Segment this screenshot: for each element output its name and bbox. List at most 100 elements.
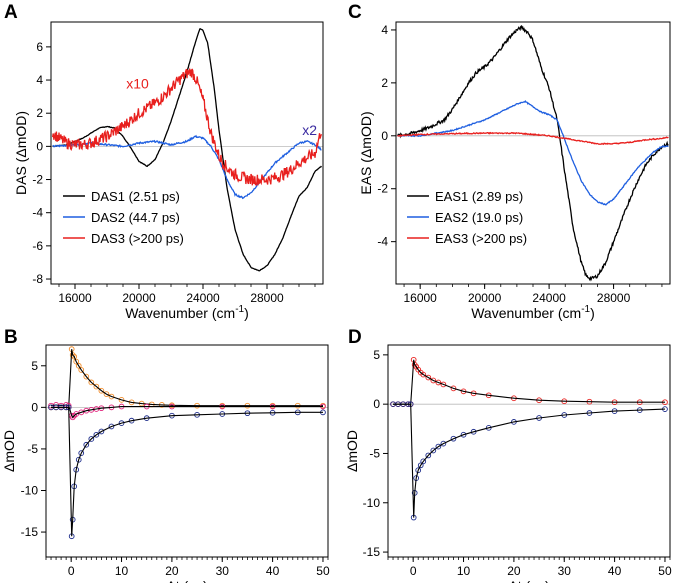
y-tick-label: -6 [32,239,43,253]
data-point [415,467,422,474]
legend-label: EAS3 (>200 ps) [435,231,527,246]
data-point [450,385,457,392]
x-tick-label: 20 [507,564,521,578]
y-axis-label: DAS (ΔmOD) [13,111,29,195]
x-axis-label: Wavenumber (cm-1) [125,304,249,321]
data-point [78,409,85,416]
data-point [108,423,115,430]
x-tick-label: 20 [165,564,179,578]
legend-label: DAS3 (>200 ps) [91,231,184,246]
y-axis-label: ΔmOD [344,430,360,472]
data-point [430,377,437,384]
data-point [98,428,105,435]
y-tick-label: -2 [377,182,388,196]
y-tick-label: 5 [31,359,38,373]
y-tick-label: -15 [21,525,39,539]
data-point [435,443,442,450]
x-tick-label: 30 [216,564,230,578]
x-tick-label: 10 [115,564,129,578]
x-tick-label: 40 [608,564,622,578]
data-point [88,379,95,386]
data-point [75,362,82,369]
panel-letter: D [348,327,362,348]
x-tick-label: 50 [658,564,672,578]
y-tick-label: -2 [32,173,43,187]
y-tick-label: 2 [381,76,388,90]
series-line [397,99,669,206]
series-line [397,131,669,146]
data-point [470,428,477,435]
x-tick-label: 28000 [250,291,284,305]
data-point [83,373,90,380]
data-point [93,383,100,390]
y-tick-label: -4 [377,235,388,249]
y-tick-label: -8 [32,272,43,286]
data-point [83,441,90,448]
y-tick-label: 0 [31,400,38,414]
data-point [78,367,85,373]
data-point [118,420,125,426]
annotation-label: x2 [302,122,317,138]
plot-area [48,346,326,540]
y-axis-label: ΔmOD [1,430,17,472]
data-point [460,431,467,438]
data-point [75,456,82,463]
data-point [430,447,437,454]
x-tick-label: 20000 [468,291,502,305]
data-point [78,450,85,456]
panel-a: A 16000 20000 24000 28000 -8 -6 -4 -2 0 2 4 6 Wavenum… [4,2,324,321]
series-line [51,67,323,187]
data-point [108,393,115,400]
data-point [69,414,76,421]
data-point [420,371,427,378]
x-tick-label: 0 [68,564,75,578]
x-tick-label: 40 [266,564,280,578]
y-tick-label: -5 [27,442,38,456]
x-tick-label: 0 [410,564,417,578]
y-tick-label: -10 [21,483,39,497]
panel-letter: C [348,2,362,23]
y-tick-label: 0 [36,139,43,153]
legend-label: DAS1 (2.51 ps) [91,189,180,204]
x-tick-label: 16000 [58,291,92,305]
data-point [485,424,492,431]
x-tick-label: 28000 [597,291,631,305]
legend-label: EAS1 (2.89 ps) [435,189,523,204]
data-point [420,458,427,465]
x-tick-label: 30 [558,564,572,578]
data-point [88,436,95,442]
y-tick-label: 6 [36,40,43,54]
x-axis-label: Δt (ps) [166,578,207,583]
data-point [440,440,447,447]
y-tick-label: -10 [363,496,381,510]
x-tick-label: 10 [457,564,471,578]
y-tick-label: -15 [363,545,381,559]
x-axis-label: Δt (ps) [508,578,549,583]
x-tick-label: 24000 [186,291,220,305]
data-point [73,411,80,417]
y-tick-label: 0 [373,397,380,411]
plot-area [397,25,669,282]
panel-letter: A [4,2,18,23]
data-point [93,431,100,438]
data-point [118,397,125,403]
y-tick-label: 4 [36,73,43,87]
x-tick-label: 50 [316,564,330,578]
annotation-label: x10 [126,75,149,91]
data-point [440,381,447,388]
x-tick-label: 20000 [122,291,156,305]
legend-label: EAS2 (19.0 ps) [435,210,523,225]
data-point [425,452,432,459]
y-tick-label: -4 [32,206,43,220]
x-tick-label: 16000 [403,291,437,305]
y-tick-label: 0 [381,129,388,143]
y-tick-label: 5 [373,348,380,362]
fit-line [393,359,665,405]
data-point [98,387,105,394]
x-axis-label: Wavenumber (cm-1) [471,304,595,321]
y-tick-label: -5 [369,446,380,460]
data-point [450,435,457,442]
plot-area [390,356,668,521]
data-point [103,391,110,397]
